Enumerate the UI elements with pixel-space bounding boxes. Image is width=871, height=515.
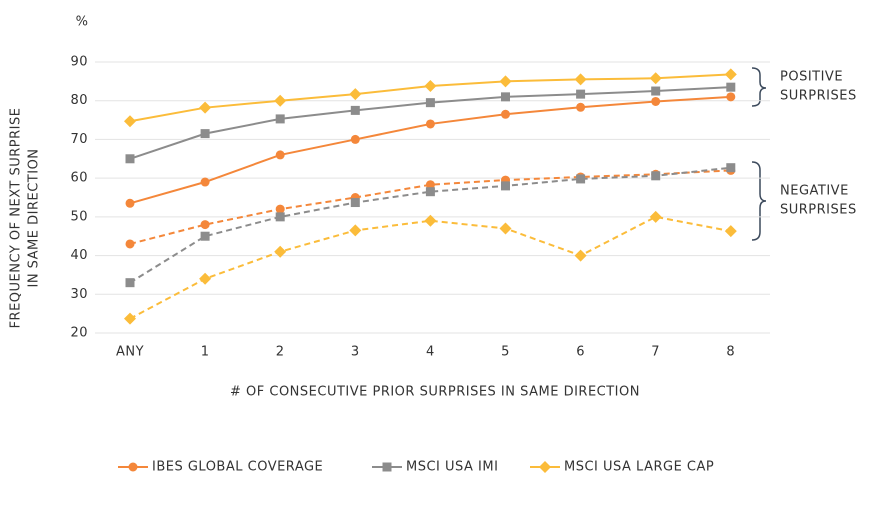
series-line xyxy=(129,215,731,320)
brace xyxy=(751,161,767,241)
point xyxy=(425,98,435,108)
x-tick-label: 2 xyxy=(276,345,285,360)
point xyxy=(275,114,285,124)
x-tick-label: 7 xyxy=(651,345,660,360)
point xyxy=(349,224,362,237)
y-tick-label: 90 xyxy=(70,55,88,70)
brace xyxy=(751,67,767,107)
x-tick-label: 5 xyxy=(501,345,510,360)
point xyxy=(425,119,435,129)
point xyxy=(651,171,661,181)
point xyxy=(200,177,210,187)
point xyxy=(576,89,586,99)
x-tick-label: 1 xyxy=(201,345,210,360)
point xyxy=(574,249,587,262)
point xyxy=(350,198,360,208)
annotation: SURPRISES xyxy=(780,89,857,104)
point xyxy=(425,180,435,190)
point xyxy=(424,214,437,227)
point xyxy=(124,115,136,128)
point xyxy=(349,88,362,101)
legend-marker xyxy=(539,461,551,473)
point xyxy=(275,204,285,214)
point xyxy=(125,154,135,164)
point xyxy=(425,187,435,197)
y-tick-label: 20 xyxy=(70,326,88,341)
series-line xyxy=(129,169,731,245)
point xyxy=(350,134,360,144)
legend-item: MSCI USA IMI xyxy=(372,460,498,475)
point xyxy=(726,92,736,102)
y-axis-label-line: FREQUENCY OF NEXT SURPRISE xyxy=(9,108,24,329)
point xyxy=(199,272,212,285)
legend-marker xyxy=(382,462,392,472)
point xyxy=(501,109,510,119)
point xyxy=(275,212,285,222)
legend-item: MSCI USA LARGE CAP xyxy=(530,460,714,475)
y-tick-label: 50 xyxy=(70,209,88,224)
point xyxy=(274,245,287,258)
point xyxy=(649,72,662,85)
x-axis-label: # OF CONSECUTIVE PRIOR SURPRISES IN SAME… xyxy=(230,385,640,400)
point xyxy=(424,80,437,93)
point xyxy=(499,222,512,235)
y-axis-label: FREQUENCY OF NEXT SURPRISE IN SAME DIREC… xyxy=(9,108,42,329)
annotation: POSITIVE xyxy=(780,70,843,85)
legend-label: MSCI USA IMI xyxy=(406,460,498,475)
y-tick-label: 80 xyxy=(70,93,88,108)
point xyxy=(275,150,285,160)
point xyxy=(651,86,661,96)
y-tick-label: 60 xyxy=(70,171,88,186)
legend-marker xyxy=(128,462,138,472)
y-tick-label: 30 xyxy=(70,287,88,302)
x-tick-label: 3 xyxy=(351,345,360,360)
point xyxy=(200,231,210,241)
point xyxy=(125,198,135,208)
y-unit: % xyxy=(76,15,89,30)
legend-item: IBES GLOBAL COVERAGE xyxy=(118,460,323,475)
point xyxy=(499,75,512,88)
point xyxy=(501,181,510,191)
point xyxy=(501,92,510,102)
point xyxy=(651,96,661,106)
point xyxy=(649,210,662,223)
point xyxy=(350,105,360,115)
point xyxy=(200,129,210,139)
point xyxy=(200,220,210,230)
point xyxy=(199,101,212,114)
point xyxy=(274,94,287,107)
x-tick-label: 8 xyxy=(726,345,735,360)
legend-label: IBES GLOBAL COVERAGE xyxy=(152,460,323,475)
y-tick-label: 70 xyxy=(70,132,88,147)
point xyxy=(724,225,737,238)
point xyxy=(574,73,587,86)
point xyxy=(125,278,135,288)
point xyxy=(576,174,586,184)
point xyxy=(124,312,136,325)
series-line xyxy=(129,166,731,284)
x-tick-label: 6 xyxy=(576,345,585,360)
point xyxy=(724,68,737,81)
annotation: SURPRISES xyxy=(780,203,857,218)
point xyxy=(726,163,736,173)
point xyxy=(726,82,736,92)
point xyxy=(125,239,135,249)
annotation: NEGATIVE xyxy=(780,184,849,199)
y-axis-label-line: IN SAME DIRECTION xyxy=(27,148,42,287)
legend-label: MSCI USA LARGE CAP xyxy=(564,460,714,475)
point xyxy=(576,102,586,112)
x-tick-label: ANY xyxy=(116,345,144,360)
y-tick-label: 40 xyxy=(70,248,88,263)
x-tick-label: 4 xyxy=(426,345,435,360)
